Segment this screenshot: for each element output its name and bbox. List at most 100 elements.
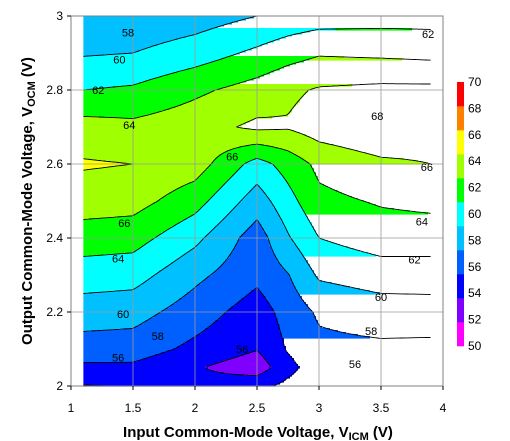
- contour-band-cell: [277, 168, 314, 171]
- contour-band-cell: [83, 250, 136, 253]
- contour-band-cell: [221, 58, 310, 61]
- contour-band-cell: [215, 226, 250, 229]
- contour-band-cell: [223, 314, 276, 317]
- contour-band-cell: [191, 100, 300, 103]
- contour-band-cell: [241, 166, 276, 169]
- contour-band-cell: [303, 208, 394, 211]
- contour-band-cell: [265, 358, 294, 361]
- contour-band-cell: [83, 244, 144, 247]
- contour-band-cell: [83, 352, 162, 355]
- contour-band-cell: [83, 124, 243, 127]
- contour-band-cell: [175, 106, 294, 109]
- contour-band-cell: [299, 250, 360, 253]
- contour-band-cell: [301, 252, 368, 255]
- contour-band-cell: [83, 238, 154, 241]
- contour-band-cell: [83, 44, 158, 47]
- contour-band-cell: [207, 234, 242, 237]
- contour-label: 64: [123, 120, 135, 132]
- contour-band-cell: [83, 252, 130, 255]
- contour-band-cell: [213, 194, 248, 197]
- y-tick-label: 2.6: [46, 157, 63, 171]
- contour-band-cell: [139, 248, 194, 251]
- x-tick-label: 1: [68, 401, 75, 415]
- contour-band-cell: [285, 178, 318, 181]
- contour-band-cell: [259, 352, 288, 355]
- contour-band-cell: [83, 136, 311, 139]
- contour-band-cell: [83, 380, 285, 383]
- contour-band-cell: [83, 378, 287, 381]
- contour-label: 58: [152, 331, 164, 343]
- contour-band-cell: [209, 92, 306, 95]
- contour-band-cell: [191, 290, 252, 293]
- contour-band-cell: [83, 116, 100, 119]
- contour-band-cell: [143, 48, 252, 51]
- contour-band-cell: [211, 196, 246, 199]
- y-tick-label: 2.4: [46, 231, 63, 245]
- contour-band-cell: [145, 280, 204, 283]
- contour-band-cell: [83, 178, 198, 181]
- contour-band-cell: [195, 66, 284, 69]
- contour-band-cell: [281, 264, 310, 267]
- contour-band-cell: [213, 322, 278, 325]
- contour-band-cell: [181, 256, 230, 259]
- contour-band-cell: [83, 224, 176, 227]
- contour-band-cell: [293, 242, 334, 245]
- contour-band-cell: [153, 78, 254, 81]
- contour-band-cell: [293, 190, 338, 193]
- contour-band-cell: [83, 30, 206, 33]
- contour-band-cell: [205, 278, 292, 281]
- contour-band-cell: [233, 148, 282, 151]
- contour-band-cell: [199, 242, 238, 245]
- colorbar-label: 68: [468, 101, 482, 115]
- contour-band-cell: [143, 322, 214, 325]
- contour-band-cell: [149, 356, 238, 359]
- contour-band-cell: [91, 330, 204, 333]
- contour-band-cell: [279, 170, 314, 173]
- contour-band-cell: [223, 218, 282, 221]
- contour-band-cell: [193, 248, 234, 251]
- contour-band-cell: [139, 116, 272, 119]
- contour-band-cell: [239, 236, 268, 239]
- contour-band-cell: [83, 90, 215, 93]
- contour-band-cell: [163, 268, 218, 271]
- contour-band-cell: [187, 340, 284, 343]
- contour-band-cell: [129, 252, 188, 255]
- contour-band-cell: [83, 364, 213, 367]
- contour-band-cell: [209, 326, 280, 329]
- contour-band-cell: [83, 146, 241, 149]
- contour-band-cell: [171, 262, 224, 265]
- contour-band-cell: [83, 272, 158, 275]
- contour-band-cell: [281, 148, 350, 151]
- contour-band-cell: [171, 226, 216, 229]
- contour-band-cell: [309, 162, 428, 165]
- contour-band-cell: [83, 48, 144, 51]
- contour-band-cell: [245, 296, 266, 299]
- contour-band-cell: [83, 240, 150, 243]
- contour-band-cell: [205, 202, 240, 205]
- contour-band-cell: [83, 182, 190, 185]
- contour-band-cell: [235, 244, 270, 247]
- contour-band-cell: [83, 130, 295, 133]
- contour-band-cell: [199, 208, 234, 211]
- x-axis-title: Input Common-Mode Voltage, VICM (V): [123, 424, 393, 441]
- x-tick-label: 3.5: [373, 401, 390, 415]
- contour-band-cell: [255, 158, 260, 161]
- contour-band-cell: [83, 312, 160, 315]
- contour-band-cell: [83, 288, 134, 291]
- contour-label: 58: [365, 326, 377, 338]
- contour-band-cell: [249, 226, 262, 229]
- contour-band-cell: [281, 334, 358, 337]
- contour-band-cell: [83, 324, 140, 327]
- contour-band-cell: [197, 284, 294, 287]
- contour-band-cell: [205, 328, 280, 331]
- contour-band-cell: [179, 222, 220, 225]
- contour-band-cell: [83, 162, 124, 165]
- contour-band-cell: [187, 252, 232, 255]
- contour-band-cell: [83, 206, 148, 209]
- contour-band-cell: [169, 264, 222, 267]
- contour-band-cell: [269, 162, 310, 165]
- contour-band-cell: [179, 298, 242, 301]
- contour-band-cell: [197, 210, 232, 213]
- contour-band-cell: [223, 262, 280, 265]
- contour-band-cell: [83, 376, 291, 379]
